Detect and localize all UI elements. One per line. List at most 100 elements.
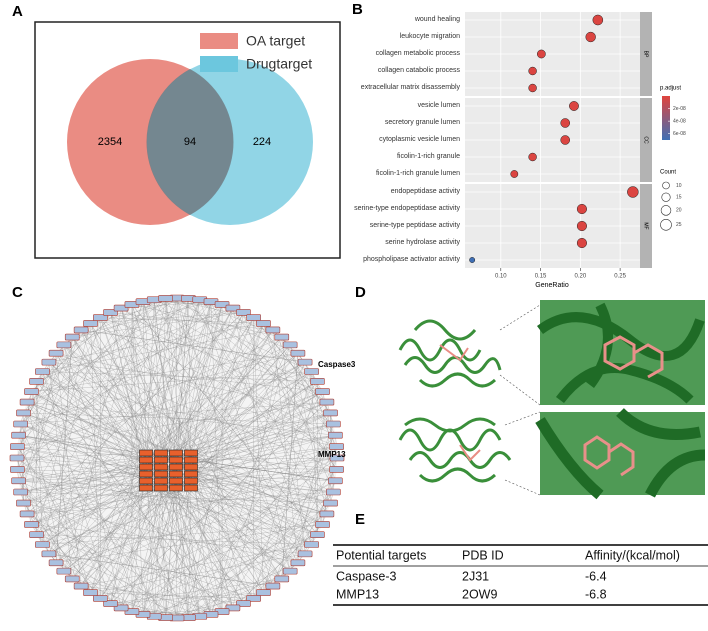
hub-node xyxy=(139,456,153,464)
network-node xyxy=(19,398,35,406)
table-cell: Caspase-3 xyxy=(336,569,396,583)
hub-node xyxy=(154,477,168,485)
size-key xyxy=(660,205,672,216)
category-label: phospholipase activator activity xyxy=(363,256,460,263)
edge xyxy=(42,371,144,615)
table-cell: -6.8 xyxy=(585,587,607,601)
edge xyxy=(154,299,336,481)
category-label: serine hydrolase activity xyxy=(385,239,460,246)
network-node xyxy=(328,477,343,485)
edge xyxy=(142,301,327,403)
edge xyxy=(27,491,334,515)
dot xyxy=(536,49,546,59)
dot xyxy=(560,118,571,128)
network-node xyxy=(326,420,341,428)
legend-swatch xyxy=(200,56,238,72)
edge xyxy=(42,469,337,545)
edge xyxy=(232,308,291,572)
size-key-label: 25 xyxy=(676,222,682,228)
edge xyxy=(31,371,312,392)
edge xyxy=(110,298,166,604)
edge xyxy=(63,466,192,572)
network-node xyxy=(10,466,25,473)
edge xyxy=(26,513,178,619)
network-node xyxy=(93,314,108,321)
network-node xyxy=(323,499,338,507)
zoom-structure xyxy=(537,302,705,404)
hub-node xyxy=(169,463,183,471)
edge xyxy=(55,353,177,468)
edge xyxy=(175,466,323,525)
edge xyxy=(23,412,244,604)
edge xyxy=(36,381,162,461)
edge xyxy=(72,457,338,580)
edge xyxy=(199,412,331,617)
edge xyxy=(281,353,299,579)
edge xyxy=(31,524,306,555)
network-node xyxy=(315,388,330,395)
edge xyxy=(36,381,147,475)
edge xyxy=(48,361,334,493)
edge xyxy=(42,452,177,545)
network-node xyxy=(310,378,325,385)
network-node xyxy=(246,314,261,321)
edge xyxy=(165,298,298,354)
edge xyxy=(272,423,334,587)
edge xyxy=(145,473,264,593)
facet-label: BP xyxy=(643,51,649,58)
edge xyxy=(20,298,166,425)
dot xyxy=(528,66,537,76)
network-node xyxy=(56,341,72,349)
edge xyxy=(42,371,177,468)
table-header: PDB ID xyxy=(462,548,504,562)
edge xyxy=(142,301,264,593)
panel-label: E xyxy=(355,511,365,528)
edge xyxy=(131,304,177,454)
edge xyxy=(48,361,323,392)
network-node xyxy=(11,477,26,485)
network-node xyxy=(256,589,271,596)
edge xyxy=(110,312,318,382)
dot xyxy=(592,14,604,26)
table-cell: 2J31 xyxy=(462,569,489,583)
edge xyxy=(160,336,282,468)
edge xyxy=(72,473,162,580)
edge xyxy=(18,344,65,436)
table-header: Affinity/(kcal/mol) xyxy=(585,548,680,562)
hub-node xyxy=(184,449,198,457)
network-node xyxy=(319,398,335,406)
edge xyxy=(190,469,337,482)
network-node xyxy=(158,295,173,302)
edge xyxy=(16,457,234,609)
network-node xyxy=(265,326,281,334)
edge xyxy=(165,298,306,554)
edge xyxy=(165,298,192,454)
edge xyxy=(142,381,318,615)
category-label: endopeptidase activity xyxy=(390,188,460,195)
legend-label: OA target xyxy=(246,33,305,49)
edge xyxy=(31,353,298,392)
hub-node xyxy=(139,484,153,492)
edge xyxy=(80,329,178,619)
edge xyxy=(190,466,291,572)
edge xyxy=(55,353,147,489)
protein-label: Caspase3 xyxy=(318,360,356,369)
edge xyxy=(48,336,73,363)
edge xyxy=(31,391,147,454)
edge xyxy=(27,480,162,515)
edge xyxy=(100,317,282,580)
venn-count: 2354 xyxy=(98,136,122,148)
network-node xyxy=(315,521,330,528)
edge xyxy=(42,317,101,545)
hub-node xyxy=(154,470,168,478)
x-tick-label: 0.10 xyxy=(495,274,507,280)
panel-label: B xyxy=(352,1,363,18)
hub-node xyxy=(139,449,153,457)
edge xyxy=(175,299,200,468)
edge xyxy=(23,473,147,504)
dot xyxy=(528,83,537,93)
category-label: wound healing xyxy=(414,16,460,23)
edge xyxy=(175,353,299,454)
category-label: serine-type peptidase activity xyxy=(369,222,460,229)
